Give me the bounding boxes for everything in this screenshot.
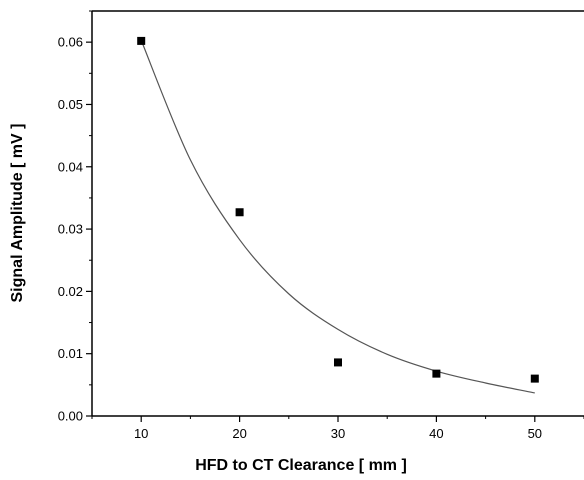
data-point [432,369,441,378]
x-axis-title: HFD to CT Clearance [ mm ] [195,457,407,474]
y-tick-label: 0.00 [58,409,83,424]
fit-curve [140,40,535,394]
data-points [137,36,539,383]
data-point [235,208,244,217]
plot-frame [91,10,584,417]
x-tick-label: 20 [232,426,246,441]
data-point [334,358,342,367]
y-axis-title: Signal Amplitude [ mV ] [9,124,26,303]
y-tick-label: 0.05 [58,97,83,112]
y-tick-label: 0.02 [58,284,83,299]
y-axis-ticks: 0.00 0.01 0.02 0.03 0.04 0.05 0.06 [58,10,92,424]
x-tick-label: 40 [429,426,443,441]
y-tick-label: 0.01 [58,346,83,361]
y-tick-label: 0.04 [58,159,83,174]
x-tick-label: 10 [134,426,148,441]
y-tick-label: 0.06 [58,35,83,50]
x-tick-label: 30 [331,426,345,441]
x-axis-ticks: 10 20 30 40 50 [91,416,584,441]
data-point [137,36,146,45]
x-tick-label: 50 [528,426,542,441]
y-tick-label: 0.03 [58,222,83,237]
data-point [530,374,539,383]
